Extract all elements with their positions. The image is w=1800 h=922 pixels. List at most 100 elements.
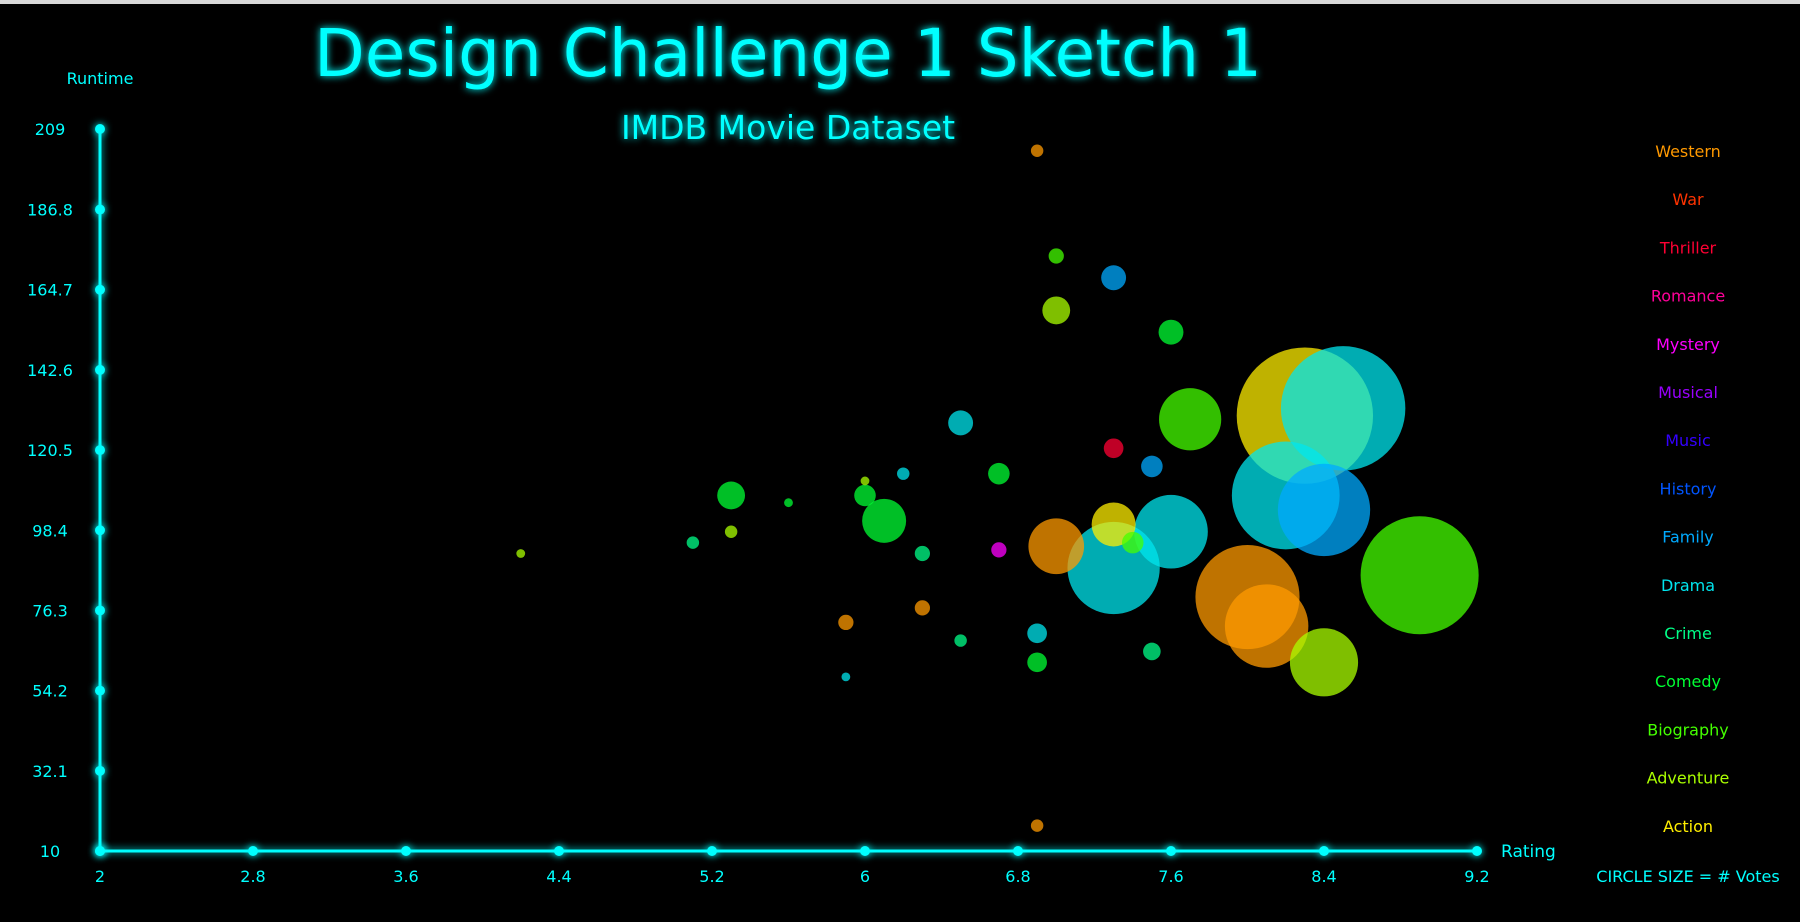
legend-item-comedy: Comedy bbox=[1655, 672, 1721, 691]
data-point-crime bbox=[914, 545, 930, 562]
x-tick-marker bbox=[248, 846, 258, 856]
x-tick-label: 6.8 bbox=[1005, 867, 1030, 886]
y-tick-marker bbox=[95, 765, 105, 776]
legend-item-crime: Crime bbox=[1664, 624, 1712, 643]
data-point-western bbox=[838, 614, 854, 631]
x-tick-marker bbox=[401, 846, 411, 856]
data-point-western bbox=[1030, 819, 1044, 832]
data-point-family bbox=[1141, 455, 1163, 478]
data-point-crime bbox=[686, 536, 700, 549]
y-ticks: 10 32.1 54.2 76.3 98.4 120.5 142.6 164.7 186.8 20… bbox=[27, 120, 105, 861]
data-point-biography bbox=[1121, 531, 1144, 554]
y-tick-label: 54.2 bbox=[32, 682, 68, 701]
data-point-drama bbox=[1134, 494, 1208, 569]
legend-item-action: Action bbox=[1663, 817, 1713, 836]
data-point-comedy bbox=[988, 462, 1010, 485]
data-point-adventure bbox=[724, 525, 738, 538]
legend-item-family: Family bbox=[1662, 528, 1713, 547]
x-tick-label: 9.2 bbox=[1464, 867, 1489, 886]
x-tick-label: 5.2 bbox=[699, 867, 724, 886]
data-point-crime bbox=[954, 634, 967, 647]
y-tick-marker bbox=[95, 204, 105, 215]
y-tick-label: 10 bbox=[40, 842, 60, 861]
points-layer bbox=[516, 144, 1479, 832]
legend-item-thriller: Thriller bbox=[1659, 238, 1717, 257]
data-point-drama bbox=[1027, 623, 1047, 644]
data-point-adventure bbox=[1042, 296, 1071, 325]
data-point-drama bbox=[1280, 346, 1406, 471]
y-tick-label: 76.3 bbox=[32, 601, 68, 620]
y-tick-marker bbox=[95, 605, 105, 616]
data-point-western bbox=[1030, 144, 1044, 157]
x-ticks: 2 2.8 3.6 4.4 5.2 6 6.8 7.6 8.4 9.2 bbox=[95, 846, 1490, 886]
x-tick-marker bbox=[554, 846, 564, 856]
data-point-biography bbox=[1048, 248, 1064, 264]
y-tick-label: 120.5 bbox=[27, 441, 73, 460]
data-point-comedy bbox=[862, 498, 907, 543]
x-axis-label: Rating bbox=[1501, 842, 1556, 862]
data-point-drama bbox=[841, 672, 851, 682]
x-tick-marker bbox=[860, 846, 870, 856]
data-point-western bbox=[1224, 584, 1309, 668]
x-tick-marker bbox=[707, 846, 717, 856]
x-tick-label: 3.6 bbox=[393, 867, 418, 886]
legend-item-drama: Drama bbox=[1661, 576, 1715, 595]
data-point-comedy bbox=[717, 481, 746, 510]
data-point-adventure bbox=[1289, 628, 1359, 697]
data-point-drama bbox=[948, 410, 974, 436]
chart-subtitle: IMDB Movie Dataset bbox=[621, 108, 955, 147]
x-tick-label: 7.6 bbox=[1158, 867, 1183, 886]
data-point-family bbox=[1277, 463, 1371, 557]
data-point-adventure bbox=[516, 549, 526, 558]
x-tick-marker bbox=[95, 846, 105, 856]
data-point-crime bbox=[1143, 642, 1161, 661]
data-point-action bbox=[1091, 502, 1136, 547]
legend-item-musical: Musical bbox=[1658, 383, 1718, 402]
data-point-biography bbox=[1360, 516, 1479, 635]
data-point-drama bbox=[897, 467, 910, 480]
data-point-family bbox=[1101, 265, 1127, 291]
y-tick-label: 186.8 bbox=[27, 201, 73, 220]
x-tick-label: 2.8 bbox=[240, 867, 265, 886]
y-tick-marker bbox=[95, 284, 105, 295]
legend-item-war: War bbox=[1672, 190, 1704, 209]
data-point-western bbox=[914, 600, 930, 616]
y-tick-label: 98.4 bbox=[32, 521, 68, 540]
y-tick-marker bbox=[95, 685, 105, 696]
circle-size-note: CIRCLE SIZE = # Votes bbox=[1596, 867, 1779, 886]
x-tick-label: 2 bbox=[95, 867, 105, 886]
y-axis-label: Runtime bbox=[67, 69, 134, 88]
data-point-biography bbox=[1159, 388, 1222, 451]
y-tick-marker bbox=[95, 525, 105, 536]
y-tick-marker bbox=[95, 364, 105, 375]
legend-item-biography: Biography bbox=[1647, 720, 1729, 739]
x-tick-marker bbox=[1166, 846, 1176, 856]
x-tick-marker bbox=[1472, 846, 1482, 856]
y-tick-marker bbox=[95, 124, 105, 134]
window-top-strip bbox=[0, 0, 1800, 4]
y-tick-label: 142.6 bbox=[27, 361, 73, 380]
x-tick-label: 8.4 bbox=[1311, 867, 1336, 886]
x-tick-label: 6 bbox=[860, 867, 870, 886]
x-tick-label: 4.4 bbox=[546, 867, 571, 886]
data-point-comedy bbox=[1027, 652, 1047, 673]
y-tick-label: 164.7 bbox=[27, 281, 73, 300]
legend-item-adventure: Adventure bbox=[1647, 769, 1730, 788]
legend-item-history: History bbox=[1660, 479, 1717, 498]
y-tick-marker bbox=[95, 445, 105, 456]
chart-title: Design Challenge 1 Sketch 1 bbox=[314, 15, 1262, 92]
data-point-comedy bbox=[854, 484, 876, 507]
y-tick-label: 32.1 bbox=[32, 762, 68, 781]
legend-item-music: Music bbox=[1665, 431, 1711, 450]
data-point-comedy bbox=[1158, 319, 1184, 345]
legend-item-western: Western bbox=[1655, 142, 1721, 161]
legend-item-mystery: Mystery bbox=[1656, 335, 1720, 354]
legend: Western War Thriller Romance Mystery Musical M… bbox=[1647, 142, 1730, 836]
data-point-western bbox=[1028, 518, 1085, 575]
data-point-comedy bbox=[784, 498, 793, 508]
x-tick-marker bbox=[1319, 846, 1329, 856]
data-point-thriller bbox=[1103, 438, 1124, 459]
y-tick-label: 209 bbox=[35, 120, 66, 139]
data-point-mystery bbox=[991, 542, 1007, 558]
